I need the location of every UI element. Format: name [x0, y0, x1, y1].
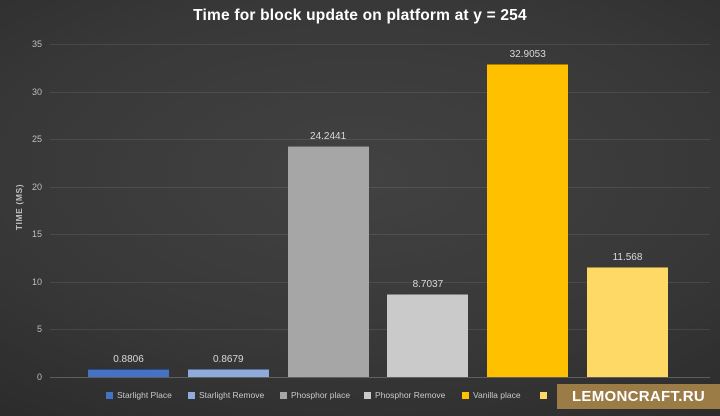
legend-label: Starlight Place	[117, 390, 172, 400]
legend-marker-icon	[540, 391, 547, 399]
y-tick-label-25: 25	[31, 134, 42, 145]
gridline-y-35	[50, 44, 710, 45]
legend-item-phosphor-remove: Phosphor Remove	[364, 389, 445, 401]
y-tick-label-20: 20	[31, 181, 42, 192]
legend-label: Phosphor Remove	[375, 390, 446, 400]
gridline-y-0	[50, 377, 710, 378]
legend-label: Vanilla place	[473, 390, 521, 400]
bar-value-label-2: 0.8679	[213, 353, 244, 365]
legend-item-vanilla-place: Vanilla place	[462, 389, 521, 401]
gridline-y-20	[50, 186, 710, 188]
legend-item-hidden	[540, 389, 551, 401]
bar-value-label-5: 32.9053	[509, 48, 546, 60]
plot-area: 0 5 10 15 20 25 30 35 0.8806 0.8679 24.2441 8.7037 3…	[32, 39, 710, 382]
legend-marker-icon	[106, 391, 113, 399]
legend-marker-icon	[462, 391, 469, 399]
gridline-y-5	[50, 329, 710, 331]
y-tick-label-35: 35	[31, 39, 42, 49]
bar-value-label-6: 11.568	[612, 251, 643, 263]
y-tick-label-15: 15	[31, 229, 42, 240]
legend-item-phosphor-place: Phosphor place	[280, 389, 350, 401]
y-tick-label-30: 30	[31, 86, 42, 97]
legend-item-starlight-place: Starlight Place	[106, 389, 172, 401]
gridline-y-30	[50, 91, 710, 93]
legend-item-starlight-remove: Starlight Remove	[188, 389, 264, 401]
legend-marker-icon	[280, 391, 287, 399]
chart-title: Time for block update on platform at y =…	[193, 7, 527, 24]
y-tick-label-0: 0	[36, 372, 42, 382]
bar-phosphor-remove	[387, 294, 469, 377]
gridline-y-25	[50, 139, 710, 141]
watermark-banner: LEMONCRAFT.RU	[557, 384, 720, 409]
legend-label: Phosphor place	[291, 390, 351, 400]
bar-value-label-4: 8.7037	[412, 279, 444, 291]
bar-starlight-place	[88, 368, 169, 377]
bar-series-6	[587, 266, 668, 377]
bar-value-label-1: 0.8806	[113, 353, 144, 365]
y-tick-label-10: 10	[31, 276, 42, 287]
legend: Starlight Place Starlight Remove Phosphor …	[0, 389, 720, 403]
bar-value-label-3: 24.2441	[310, 131, 347, 143]
y-tick-label-5: 5	[36, 324, 42, 335]
gridline-y-15	[50, 234, 710, 236]
legend-marker-icon	[188, 391, 195, 399]
watermark-text: LEMONCRAFT.RU	[571, 388, 706, 405]
gridline-y-10	[50, 281, 710, 283]
bar-phosphor-place	[287, 146, 369, 377]
bar-vanilla-place	[487, 63, 569, 377]
bar-starlight-remove	[187, 368, 269, 377]
legend-label: Starlight Remove	[199, 390, 265, 400]
legend-marker-icon	[364, 391, 371, 399]
